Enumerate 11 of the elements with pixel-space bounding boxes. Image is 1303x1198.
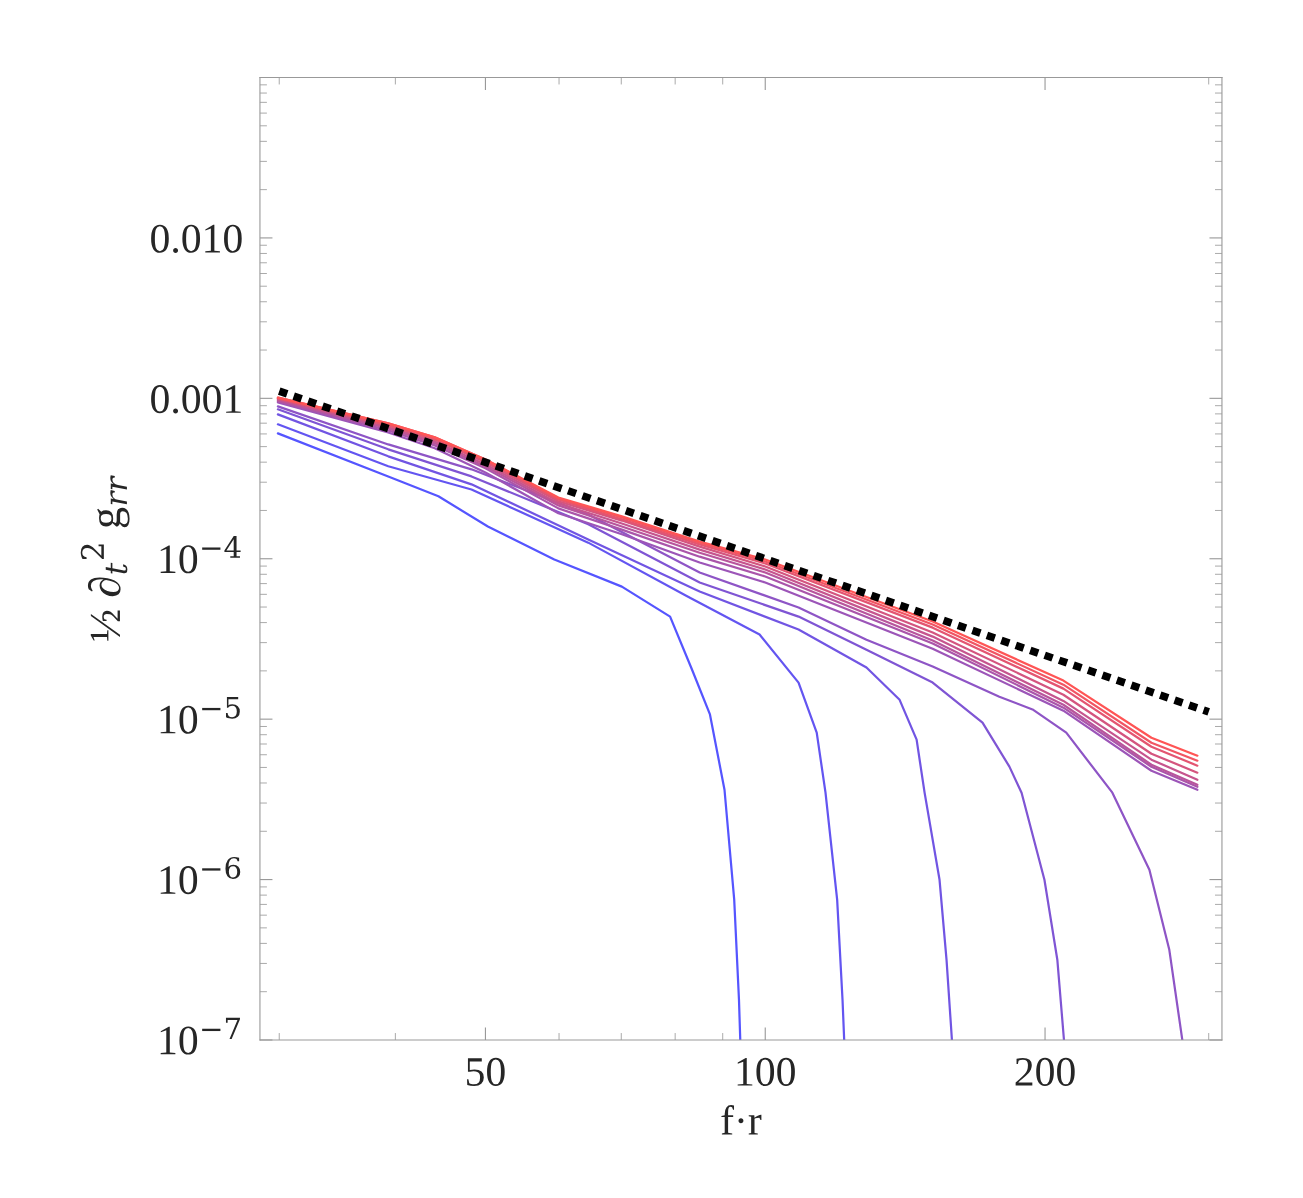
x-tick-label: 50 [467, 1057, 505, 1086]
x-tick-label: 200 [1015, 1057, 1075, 1086]
y-tick-label: 10$^{−6}$ [160, 856, 241, 895]
x-tick-label: 100 [737, 1057, 795, 1086]
y-tick-label: 0.001 [151, 385, 241, 414]
y-axis-title: ½ ∂$_{t}$$^{2}$ g$_{rr}$ [80, 475, 130, 641]
y-tick-label: 0.010 [151, 224, 242, 253]
y-tick-label: 10$^{−4}$ [160, 536, 241, 574]
y-tick-label: 10$^{−5}$ [160, 696, 240, 734]
x-axis-title: f·r [721, 1105, 762, 1135]
y-tick-label: 10$^{−7}$ [160, 1017, 240, 1055]
